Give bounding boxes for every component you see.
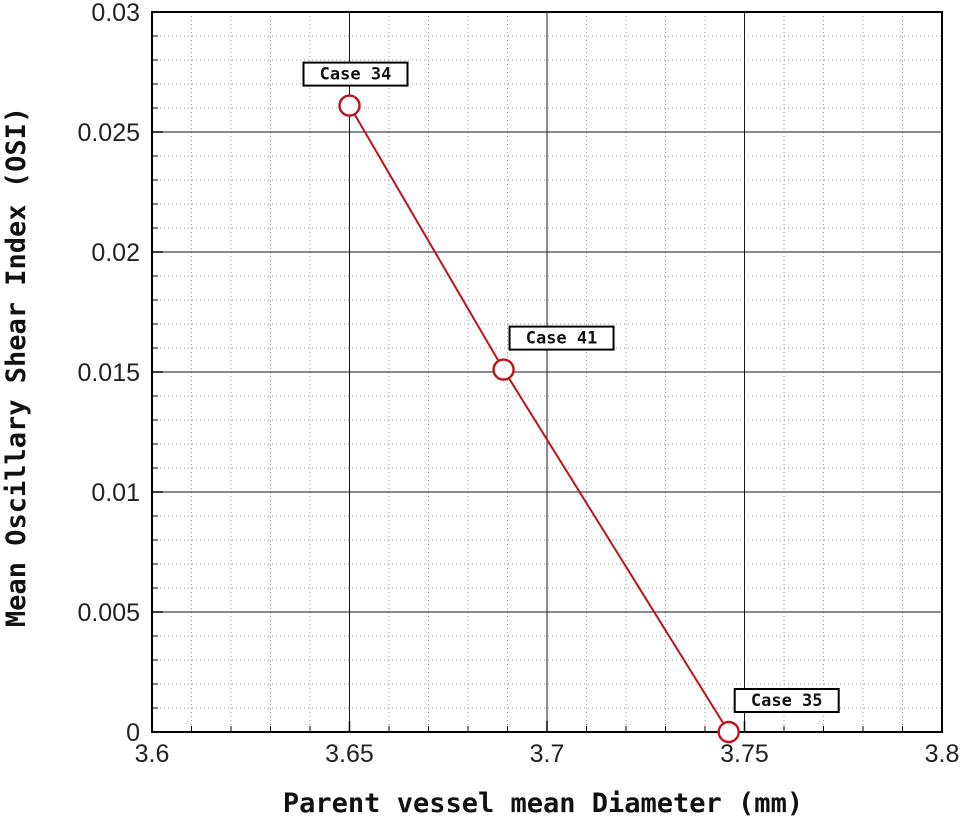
annotation-label: Case 34 [320, 65, 392, 85]
x-tick-label: 3.8 [925, 740, 960, 768]
y-tick-label: 0.01 [91, 479, 140, 507]
y-tick-label: 0 [126, 719, 140, 747]
x-tick-label: 3.75 [720, 740, 769, 768]
data-point [338, 94, 361, 117]
y-tick-label: 0.005 [77, 599, 140, 627]
y-tick-label: 0.03 [91, 0, 140, 27]
annotation-label: Case 41 [526, 329, 598, 349]
annotation-label: Case 35 [751, 691, 823, 711]
x-axis-title: Parent vessel mean Diameter (mm) [283, 788, 803, 819]
x-tick-label: 3.65 [325, 740, 374, 768]
data-point [717, 720, 740, 744]
data-markers [338, 94, 740, 744]
y-tick-label: 0.025 [77, 119, 140, 147]
x-axis-ticks: 3.6 3.65 3.7 3.75 3.8 [135, 721, 960, 768]
y-tick-label: 0.015 [77, 359, 140, 387]
annotation-box [508, 325, 615, 351]
y-tick-label: 0.02 [91, 239, 140, 267]
x-tick-label: 3.7 [530, 740, 565, 768]
y-axis-ticks: 0 0.005 0.01 0.015 0.02 0.025 0.03 [77, 0, 163, 747]
annotation-box [733, 688, 840, 713]
y-axis-title: Mean Oscillary Shear Index (OSI) [1, 107, 32, 627]
annotation-box [302, 61, 409, 87]
series-line [348, 105, 730, 733]
data-point [492, 358, 515, 381]
case-annotations: Case 34 Case 41 Case 35 [302, 61, 840, 713]
x-tick-label: 3.6 [135, 740, 170, 768]
